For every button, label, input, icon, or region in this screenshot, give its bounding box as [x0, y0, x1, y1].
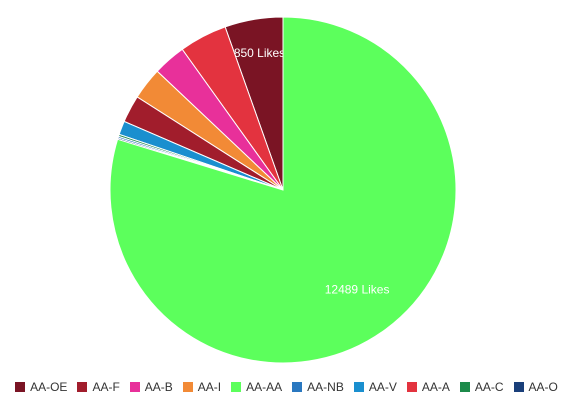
legend-item-aa-f[interactable]: AA-F	[77, 380, 120, 394]
legend-label: AA-AA	[246, 380, 283, 394]
legend-label: AA-B	[144, 380, 173, 394]
legend-item-aa-o[interactable]: AA-O	[513, 380, 558, 394]
legend-label: AA-V	[368, 380, 397, 394]
legend-label: AA-OE	[30, 380, 68, 394]
legend-label: AA-F	[92, 380, 120, 394]
legend-label: AA-O	[528, 380, 558, 394]
legend-item-aa-aa[interactable]: AA-AA	[231, 380, 282, 394]
legend-swatch	[292, 382, 303, 392]
legend-item-aa-nb[interactable]: AA-NB	[292, 380, 344, 394]
legend-swatch	[513, 382, 524, 392]
chart-legend: AA-OE AA-F AA-B AA-I AA-AA AA-NB AA-V AA-A AA-C A…	[0, 379, 573, 395]
legend-swatch	[406, 382, 417, 392]
legend-label: AA-C	[474, 380, 504, 394]
slice-label-aa-oe: 850 Likes	[234, 46, 285, 60]
legend-label: AA-I	[197, 380, 222, 394]
legend-swatch	[353, 382, 364, 392]
pie-chart: 850 Likes 12489 Likes	[109, 16, 457, 364]
legend-item-aa-v[interactable]: AA-V	[353, 380, 397, 394]
legend-swatch	[182, 382, 193, 392]
legend-swatch	[129, 382, 140, 392]
legend-item-aa-a[interactable]: AA-A	[406, 380, 450, 394]
legend-swatch	[231, 382, 242, 392]
pie-slice-aa-aa[interactable]	[109, 16, 457, 364]
legend-label: AA-NB	[307, 380, 344, 394]
legend-label: AA-A	[421, 380, 450, 394]
legend-swatch	[77, 382, 88, 392]
legend-item-aa-oe[interactable]: AA-OE	[15, 380, 67, 394]
legend-item-aa-c[interactable]: AA-C	[459, 380, 504, 394]
legend-item-aa-i[interactable]: AA-I	[182, 380, 222, 394]
legend-swatch	[459, 382, 470, 392]
slice-label-aa-aa: 12489 Likes	[325, 282, 390, 296]
legend-item-aa-b[interactable]: AA-B	[129, 380, 173, 394]
legend-swatch	[15, 382, 26, 392]
